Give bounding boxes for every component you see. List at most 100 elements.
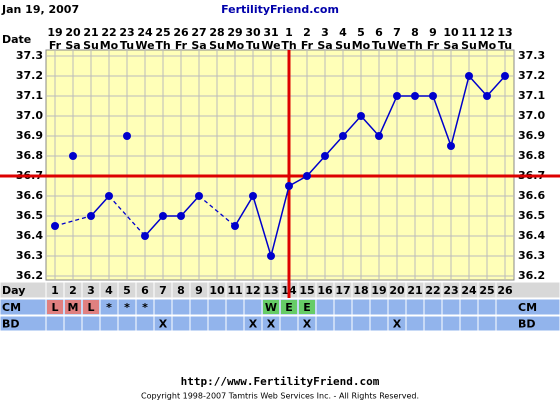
weekday-label: We <box>261 39 280 52</box>
date-label: 13 <box>497 26 512 39</box>
y-tick-label: 36.2 <box>16 269 43 282</box>
weekday-label: We <box>135 39 154 52</box>
date-label: 11 <box>461 26 476 39</box>
temperature-point <box>501 72 509 80</box>
cycle-day: 23 <box>443 284 458 297</box>
date-label: 9 <box>429 26 437 39</box>
weekday-label: Sa <box>317 39 332 52</box>
weekday-label: Su <box>83 39 99 52</box>
weekday-label: Sa <box>65 39 80 52</box>
date-label: 28 <box>209 26 224 39</box>
y-tick-label-right: 37.3 <box>518 49 545 62</box>
row-label: BD <box>2 318 20 331</box>
weekday-label: Tu <box>498 39 512 52</box>
cycle-day: 22 <box>425 284 440 297</box>
cycle-day: 20 <box>389 284 405 297</box>
weekday-label: Mo <box>100 39 119 52</box>
cm-cell <box>281 300 297 314</box>
temperature-point <box>51 222 59 230</box>
weekday-label: We <box>387 39 406 52</box>
bd-entry: X <box>249 318 258 331</box>
cm-entry: L <box>51 301 58 314</box>
weekday-label: Th <box>407 39 422 52</box>
copyright: Copyright 1998-2007 Tamtris Web Services… <box>141 392 419 401</box>
cycle-day: 6 <box>141 284 149 297</box>
gap-connector <box>198 195 236 227</box>
cm-cell <box>299 300 315 314</box>
date-label: 23 <box>119 26 134 39</box>
temperature-point <box>285 182 293 190</box>
y-tick-label: 36.6 <box>16 189 43 202</box>
date-label: 22 <box>101 26 116 39</box>
date-label: 12 <box>479 26 494 39</box>
date-label: 27 <box>191 26 206 39</box>
date-label: 1 <box>285 26 293 39</box>
row-label-right: CM <box>518 301 537 314</box>
temperature-point <box>303 172 311 180</box>
site-title[interactable]: FertilityFriend.com <box>221 3 339 16</box>
date-label: 7 <box>393 26 401 39</box>
row-label: CM <box>2 301 21 314</box>
cycle-day: 5 <box>123 284 131 297</box>
cm-entry: W <box>265 301 277 314</box>
footer-url[interactable]: http://www.FertilityFriend.com <box>181 375 380 388</box>
discarded-point <box>123 132 131 140</box>
date-label: 8 <box>411 26 419 39</box>
cycle-day: 4 <box>105 284 113 297</box>
chart-date: Jan 19, 2007 <box>1 3 79 16</box>
temperature-point <box>177 212 185 220</box>
bd-entry: X <box>303 318 312 331</box>
cm-cell <box>263 300 279 314</box>
y-tick-label: 37.3 <box>16 49 43 62</box>
temperature-point <box>87 212 95 220</box>
weekday-label: Fr <box>175 39 188 52</box>
date-label: 31 <box>263 26 278 39</box>
gap-connector <box>108 195 146 237</box>
weekday-label: Sa <box>191 39 206 52</box>
y-tick-label-right: 36.4 <box>518 229 545 242</box>
y-tick-label: 36.9 <box>16 129 43 142</box>
cm-cell <box>65 300 81 314</box>
temperature-point <box>429 92 437 100</box>
date-label: 3 <box>321 26 329 39</box>
temperature-point <box>159 212 167 220</box>
temperature-point <box>339 132 347 140</box>
y-tick-label-right: 36.2 <box>518 269 545 282</box>
temperature-point <box>231 222 239 230</box>
cm-entry: M <box>68 301 79 314</box>
temperature-point <box>447 142 455 150</box>
weekday-label: Tu <box>246 39 260 52</box>
date-label: 5 <box>357 26 365 39</box>
date-label: 6 <box>375 26 383 39</box>
y-tick-label: 37.0 <box>16 109 43 122</box>
row-label: Day <box>2 284 25 297</box>
weekday-label: Fr <box>49 39 62 52</box>
temperature-point <box>393 92 401 100</box>
y-tick-label-right: 36.6 <box>518 189 545 202</box>
cm-entry: * <box>124 301 130 314</box>
date-label: 26 <box>173 26 189 39</box>
temperature-line <box>144 195 200 237</box>
cycle-day: 25 <box>479 284 494 297</box>
weekday-label: Th <box>155 39 170 52</box>
y-tick-label: 36.5 <box>16 209 43 222</box>
weekday-label: Sa <box>443 39 458 52</box>
date-label: 20 <box>65 26 81 39</box>
cycle-day: 19 <box>371 284 386 297</box>
weekday-label: Mo <box>352 39 371 52</box>
date-label: 19 <box>47 26 62 39</box>
cycle-day: 18 <box>353 284 368 297</box>
cycle-day: 17 <box>335 284 350 297</box>
temperature-point <box>267 252 275 260</box>
gap-connector <box>54 215 92 227</box>
cycle-day: 2 <box>69 284 77 297</box>
date-label: 30 <box>245 26 261 39</box>
y-tick-label: 36.3 <box>16 249 43 262</box>
cm-entry: L <box>87 301 94 314</box>
y-tick-label-right: 36.9 <box>518 129 545 142</box>
y-tick-label: 37.1 <box>16 89 43 102</box>
cycle-day: 10 <box>209 284 225 297</box>
temperature-point <box>411 92 419 100</box>
cm-cell <box>47 300 63 314</box>
